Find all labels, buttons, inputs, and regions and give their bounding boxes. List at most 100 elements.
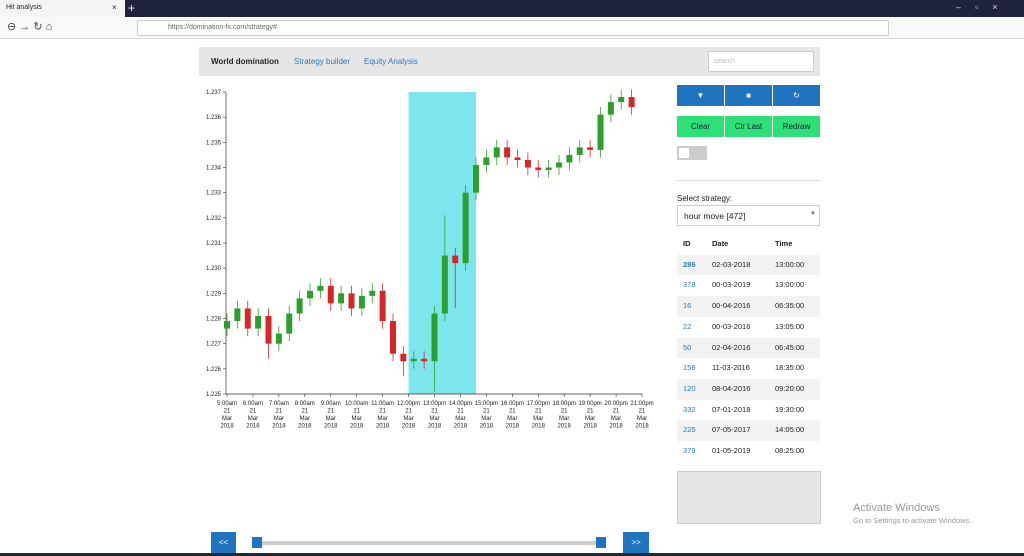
- nav-link[interactable]: Equity Analysis: [364, 57, 418, 66]
- candle-body: [255, 315, 262, 329]
- candle-body: [348, 293, 355, 309]
- tab-bar: Hit analysis × + –▫×: [0, 0, 1024, 17]
- select-arrow: ▼: [810, 211, 816, 217]
- table-cell: 01-05-2019: [712, 446, 751, 455]
- row-id[interactable]: 50: [683, 342, 692, 352]
- row-id[interactable]: 225: [683, 425, 696, 435]
- table-row[interactable]: [677, 296, 820, 317]
- row-id[interactable]: 16: [683, 301, 692, 311]
- nav-buttons[interactable]: ⊖ → ↻ ⌂: [7, 21, 53, 33]
- table-row[interactable]: [677, 441, 820, 462]
- brand[interactable]: World domination: [211, 57, 279, 66]
- row-id[interactable]: 120: [683, 383, 696, 393]
- select-value: hour move [472]: [684, 211, 746, 221]
- x-tick-label: 14:00pm 21 Mar 2018: [449, 401, 472, 430]
- x-tick-label: 15:00pm 21 Mar 2018: [475, 401, 498, 430]
- table-header: ID: [683, 239, 691, 248]
- slider-handle[interactable]: [596, 537, 606, 548]
- candle-body: [421, 358, 428, 362]
- candle-body: [307, 290, 313, 299]
- x-tick-label: 17:00pm 21 Mar 2018: [527, 401, 550, 430]
- next-button[interactable]: >>: [623, 532, 649, 553]
- x-tick-label: 11:00am 21 Mar 2018: [371, 401, 394, 430]
- url: https://domination-fx.com/strategy#: [168, 24, 277, 31]
- table-cell: 13:00:00: [775, 259, 805, 269]
- row-id[interactable]: 158: [683, 363, 696, 373]
- table-row[interactable]: [677, 275, 820, 297]
- slider-handle[interactable]: [252, 537, 262, 548]
- info-box: [677, 471, 821, 524]
- tab[interactable]: Hit analysis ×: [0, 0, 125, 17]
- filter-button[interactable]: ▼: [677, 85, 724, 106]
- table-row[interactable]: [677, 420, 820, 441]
- x-tick-label: 21:00pm 21 Mar 2018: [630, 401, 653, 430]
- refresh-button[interactable]: ↻: [773, 85, 820, 106]
- table-cell: 08-04-2016: [712, 383, 751, 393]
- candle-body: [473, 164, 479, 193]
- y-tick-label: 1.237: [206, 90, 222, 96]
- new-tab[interactable]: +: [128, 1, 136, 15]
- redraw-button[interactable]: Redraw: [773, 116, 820, 137]
- comment-button[interactable]: ■: [725, 85, 772, 106]
- table-row[interactable]: [677, 358, 820, 379]
- candle-body: [410, 358, 417, 362]
- search-placeholder: search: [714, 58, 736, 65]
- search[interactable]: search: [708, 51, 814, 72]
- table-cell: 07-01-2018: [712, 404, 751, 414]
- x-tick-label: 18:00pm 21 Mar 2018: [553, 401, 576, 430]
- y-tick-label: 1.225: [206, 392, 222, 398]
- candle-body: [234, 308, 241, 322]
- row-id[interactable]: 332: [683, 404, 696, 414]
- watermark-subtitle: Go to Settings to activate Windows.: [853, 516, 972, 525]
- candle-body: [224, 321, 230, 329]
- row-id[interactable]: 379: [683, 446, 696, 455]
- table-row[interactable]: [677, 316, 820, 338]
- url-bar[interactable]: https://domination-fx.com/strategy#: [137, 20, 889, 36]
- clear-button[interactable]: Clear: [677, 116, 724, 137]
- table-header: Time: [775, 239, 793, 248]
- y-tick-label: 1.230: [206, 266, 222, 272]
- table-row[interactable]: [677, 337, 820, 359]
- x-tick-label: 6:00am 21 Mar 2018: [243, 401, 263, 430]
- candle-body: [504, 147, 511, 158]
- candle-body: [327, 285, 334, 304]
- candle-body: [338, 293, 345, 304]
- table-cell: 00-03-2019: [712, 280, 751, 290]
- candle-body: [493, 147, 500, 158]
- clr-last-button[interactable]: Clr Last: [725, 116, 772, 137]
- table-row[interactable]: [677, 254, 820, 276]
- table-row[interactable]: [677, 378, 820, 400]
- nav-link[interactable]: Strategy builder: [294, 57, 351, 66]
- toggle-knob: [679, 148, 689, 158]
- table-cell: 09:20:00: [775, 383, 805, 393]
- candle-body: [452, 255, 459, 264]
- candle-body: [597, 114, 604, 150]
- candle-body: [244, 308, 251, 329]
- candle-body: [317, 285, 324, 291]
- candle-body: [556, 162, 562, 168]
- x-tick-label: 19:00pm 21 Mar 2018: [578, 401, 601, 430]
- row-id[interactable]: 22: [683, 321, 692, 331]
- tab-close[interactable]: ×: [112, 3, 117, 12]
- strategy-select[interactable]: hour move [472] ▼: [677, 205, 820, 226]
- table-cell: 19:30:00: [775, 404, 805, 414]
- window-controls[interactable]: –▫×: [956, 2, 1012, 12]
- row-id[interactable]: 286: [683, 259, 696, 269]
- table-cell: 13:05:00: [775, 321, 805, 331]
- watermark-title: Activate Windows: [853, 502, 940, 514]
- candle-body: [576, 147, 583, 155]
- table-cell: 08:25:00: [775, 446, 805, 455]
- x-tick-label: 10:00am 21 Mar 2018: [345, 401, 368, 430]
- candle-body: [587, 147, 594, 150]
- toggle[interactable]: [677, 146, 707, 160]
- table-cell: 18:35:00: [775, 363, 805, 373]
- table-row[interactable]: [677, 399, 820, 421]
- candle-body: [524, 159, 531, 168]
- candle-body: [286, 313, 293, 334]
- row-id[interactable]: 378: [683, 280, 696, 290]
- table-cell: 14:05:00: [775, 425, 805, 435]
- prev-button[interactable]: <<: [211, 532, 236, 553]
- table-cell: 00-03-2016: [712, 321, 751, 331]
- y-tick-label: 1.229: [206, 291, 222, 297]
- candle-body: [390, 321, 396, 354]
